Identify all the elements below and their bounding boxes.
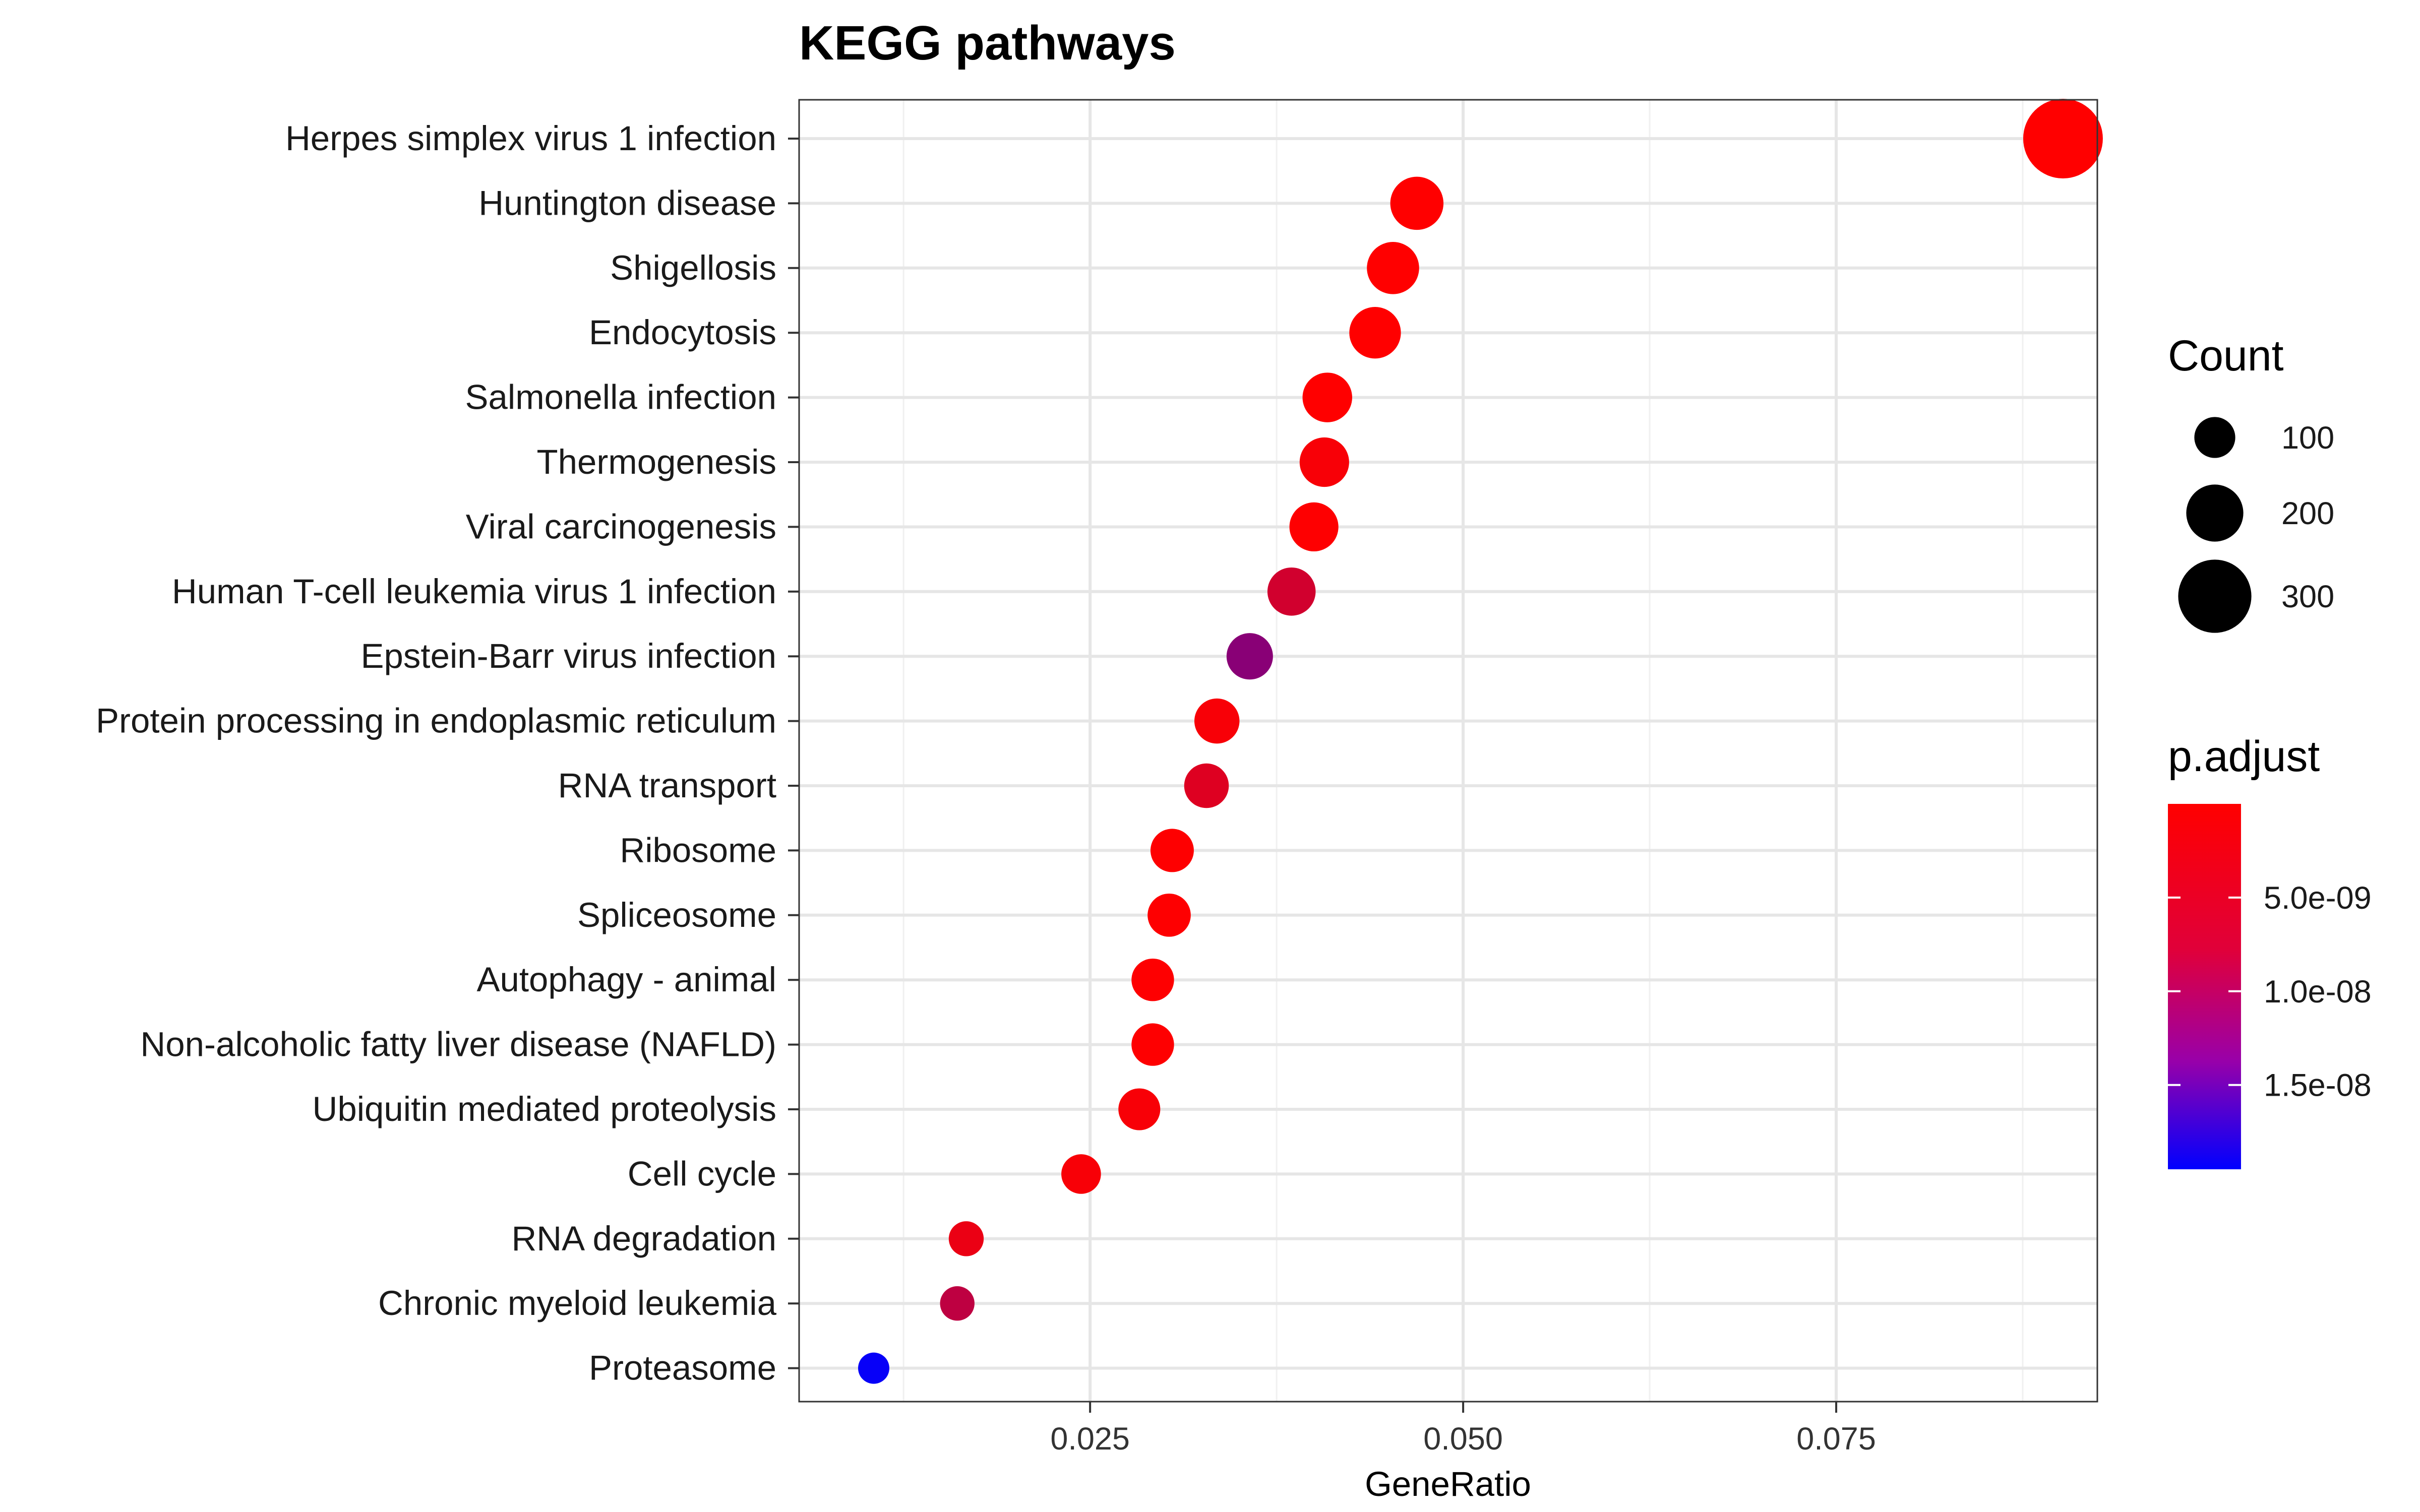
size-legend-label: 300	[2281, 579, 2334, 614]
data-point	[858, 1352, 889, 1384]
category-label: Huntington disease	[478, 183, 776, 222]
category-label: Herpes simplex virus 1 infection	[285, 119, 776, 158]
data-point	[948, 1221, 984, 1256]
x-tick-label: 0.050	[1423, 1421, 1503, 1457]
category-label: Ribosome	[620, 831, 776, 869]
data-point	[1267, 568, 1316, 616]
data-point	[1289, 502, 1339, 551]
x-tick-label: 0.075	[1796, 1421, 1876, 1457]
color-legend-label: 5.0e-09	[2264, 880, 2372, 916]
color-legend-label: 1.0e-08	[2264, 974, 2372, 1010]
category-label: Protein processing in endoplasmic reticu…	[96, 702, 776, 740]
category-label: Chronic myeloid leukemia	[378, 1284, 777, 1322]
x-axis-ticks: 0.025 0.050 0.075	[1050, 1402, 1876, 1457]
category-label: Proteasome	[589, 1349, 776, 1388]
size-legend-label: 200	[2281, 496, 2334, 531]
data-point	[1367, 242, 1419, 294]
size-legend-dot	[2186, 484, 2244, 542]
data-point	[1118, 1088, 1161, 1130]
category-label: Salmonella infection	[465, 378, 776, 417]
category-label: Thermogenesis	[536, 443, 776, 481]
data-point	[1131, 1023, 1174, 1066]
data-point	[1150, 829, 1194, 872]
data-point	[1184, 763, 1229, 808]
data-point	[1194, 698, 1240, 744]
data-points	[858, 99, 2103, 1384]
data-point	[1061, 1154, 1101, 1194]
color-legend: p.adjust 5.0e-09 1.0e-08 1.5e-08	[2168, 732, 2372, 1169]
category-label: Cell cycle	[628, 1154, 776, 1193]
color-legend-title: p.adjust	[2168, 732, 2320, 781]
data-point	[1147, 893, 1191, 937]
color-bar	[2168, 804, 2241, 1169]
category-label: RNA transport	[558, 766, 776, 805]
category-label: Shigellosis	[610, 248, 776, 287]
size-legend: Count 100 200 300	[2168, 332, 2334, 633]
size-legend-dot	[2178, 559, 2252, 633]
data-point	[1349, 307, 1401, 359]
category-label: Endocytosis	[589, 313, 776, 352]
x-axis-title: GeneRatio	[1365, 1465, 1531, 1503]
category-label: Non-alcoholic fatty liver disease (NAFLD…	[140, 1025, 776, 1064]
category-labels: Herpes simplex virus 1 infection Huntingt…	[96, 119, 799, 1388]
category-label: Spliceosome	[577, 896, 776, 934]
data-point	[1302, 372, 1352, 422]
category-label: Viral carcinogenesis	[466, 507, 776, 546]
data-point	[1299, 437, 1349, 487]
data-point	[1390, 176, 1444, 230]
data-point	[1226, 633, 1273, 680]
size-legend-title: Count	[2168, 332, 2284, 380]
plot-panel	[799, 100, 2097, 1402]
category-label: Autophagy - animal	[476, 960, 776, 999]
plot-panel-border	[798, 99, 2098, 1403]
data-point	[1131, 959, 1174, 1001]
chart-title: KEGG pathways	[799, 16, 1176, 70]
x-tick-label: 0.025	[1050, 1421, 1130, 1457]
category-label: RNA degradation	[511, 1219, 776, 1258]
data-point	[2023, 99, 2103, 178]
size-legend-dot	[2194, 417, 2235, 458]
color-legend-label: 1.5e-08	[2264, 1068, 2372, 1103]
data-point	[940, 1286, 975, 1321]
size-legend-label: 100	[2281, 420, 2334, 456]
category-label: Epstein-Barr virus infection	[361, 637, 777, 675]
category-label: Ubiquitin mediated proteolysis	[313, 1090, 776, 1128]
grid	[799, 100, 2097, 1402]
category-label: Human T-cell leukemia virus 1 infection	[172, 572, 776, 611]
